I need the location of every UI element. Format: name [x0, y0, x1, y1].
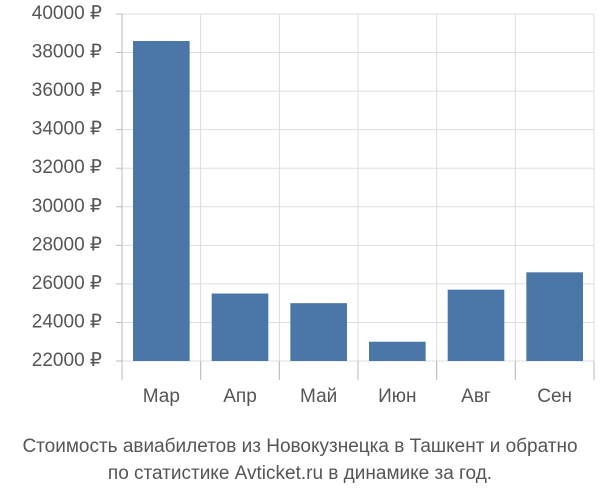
y-tick-label: 34000 ₽ — [32, 119, 102, 140]
bar — [133, 40, 190, 361]
caption-line: по статистике Avticket.ru в динамике за … — [108, 463, 492, 484]
y-tick-label: 38000 ₽ — [32, 42, 102, 63]
y-tick-label: 32000 ₽ — [32, 157, 102, 178]
y-tick-label: 30000 ₽ — [32, 196, 102, 217]
y-tick-label: 28000 ₽ — [32, 234, 102, 255]
y-tick-label: 24000 ₽ — [32, 311, 102, 332]
bar — [369, 341, 426, 361]
caption-line: Стоимость авиабилетов из Новокузнецка в … — [22, 436, 577, 457]
x-tick-label: Мар — [143, 386, 180, 407]
x-tick-label: Сен — [537, 386, 572, 407]
y-tick-label: 22000 ₽ — [32, 350, 102, 371]
bar — [526, 272, 583, 361]
y-tick-label: 36000 ₽ — [32, 80, 102, 101]
bar — [211, 293, 269, 361]
x-tick-label: Июн — [378, 386, 416, 407]
x-tick-label: Апр — [223, 386, 257, 407]
x-tick-label: Авг — [461, 386, 491, 407]
y-tick-label: 26000 ₽ — [32, 273, 102, 294]
bar — [447, 289, 505, 361]
y-tick-label: 40000 ₽ — [32, 3, 102, 24]
bar — [290, 303, 347, 361]
x-tick-label: Май — [300, 386, 337, 407]
